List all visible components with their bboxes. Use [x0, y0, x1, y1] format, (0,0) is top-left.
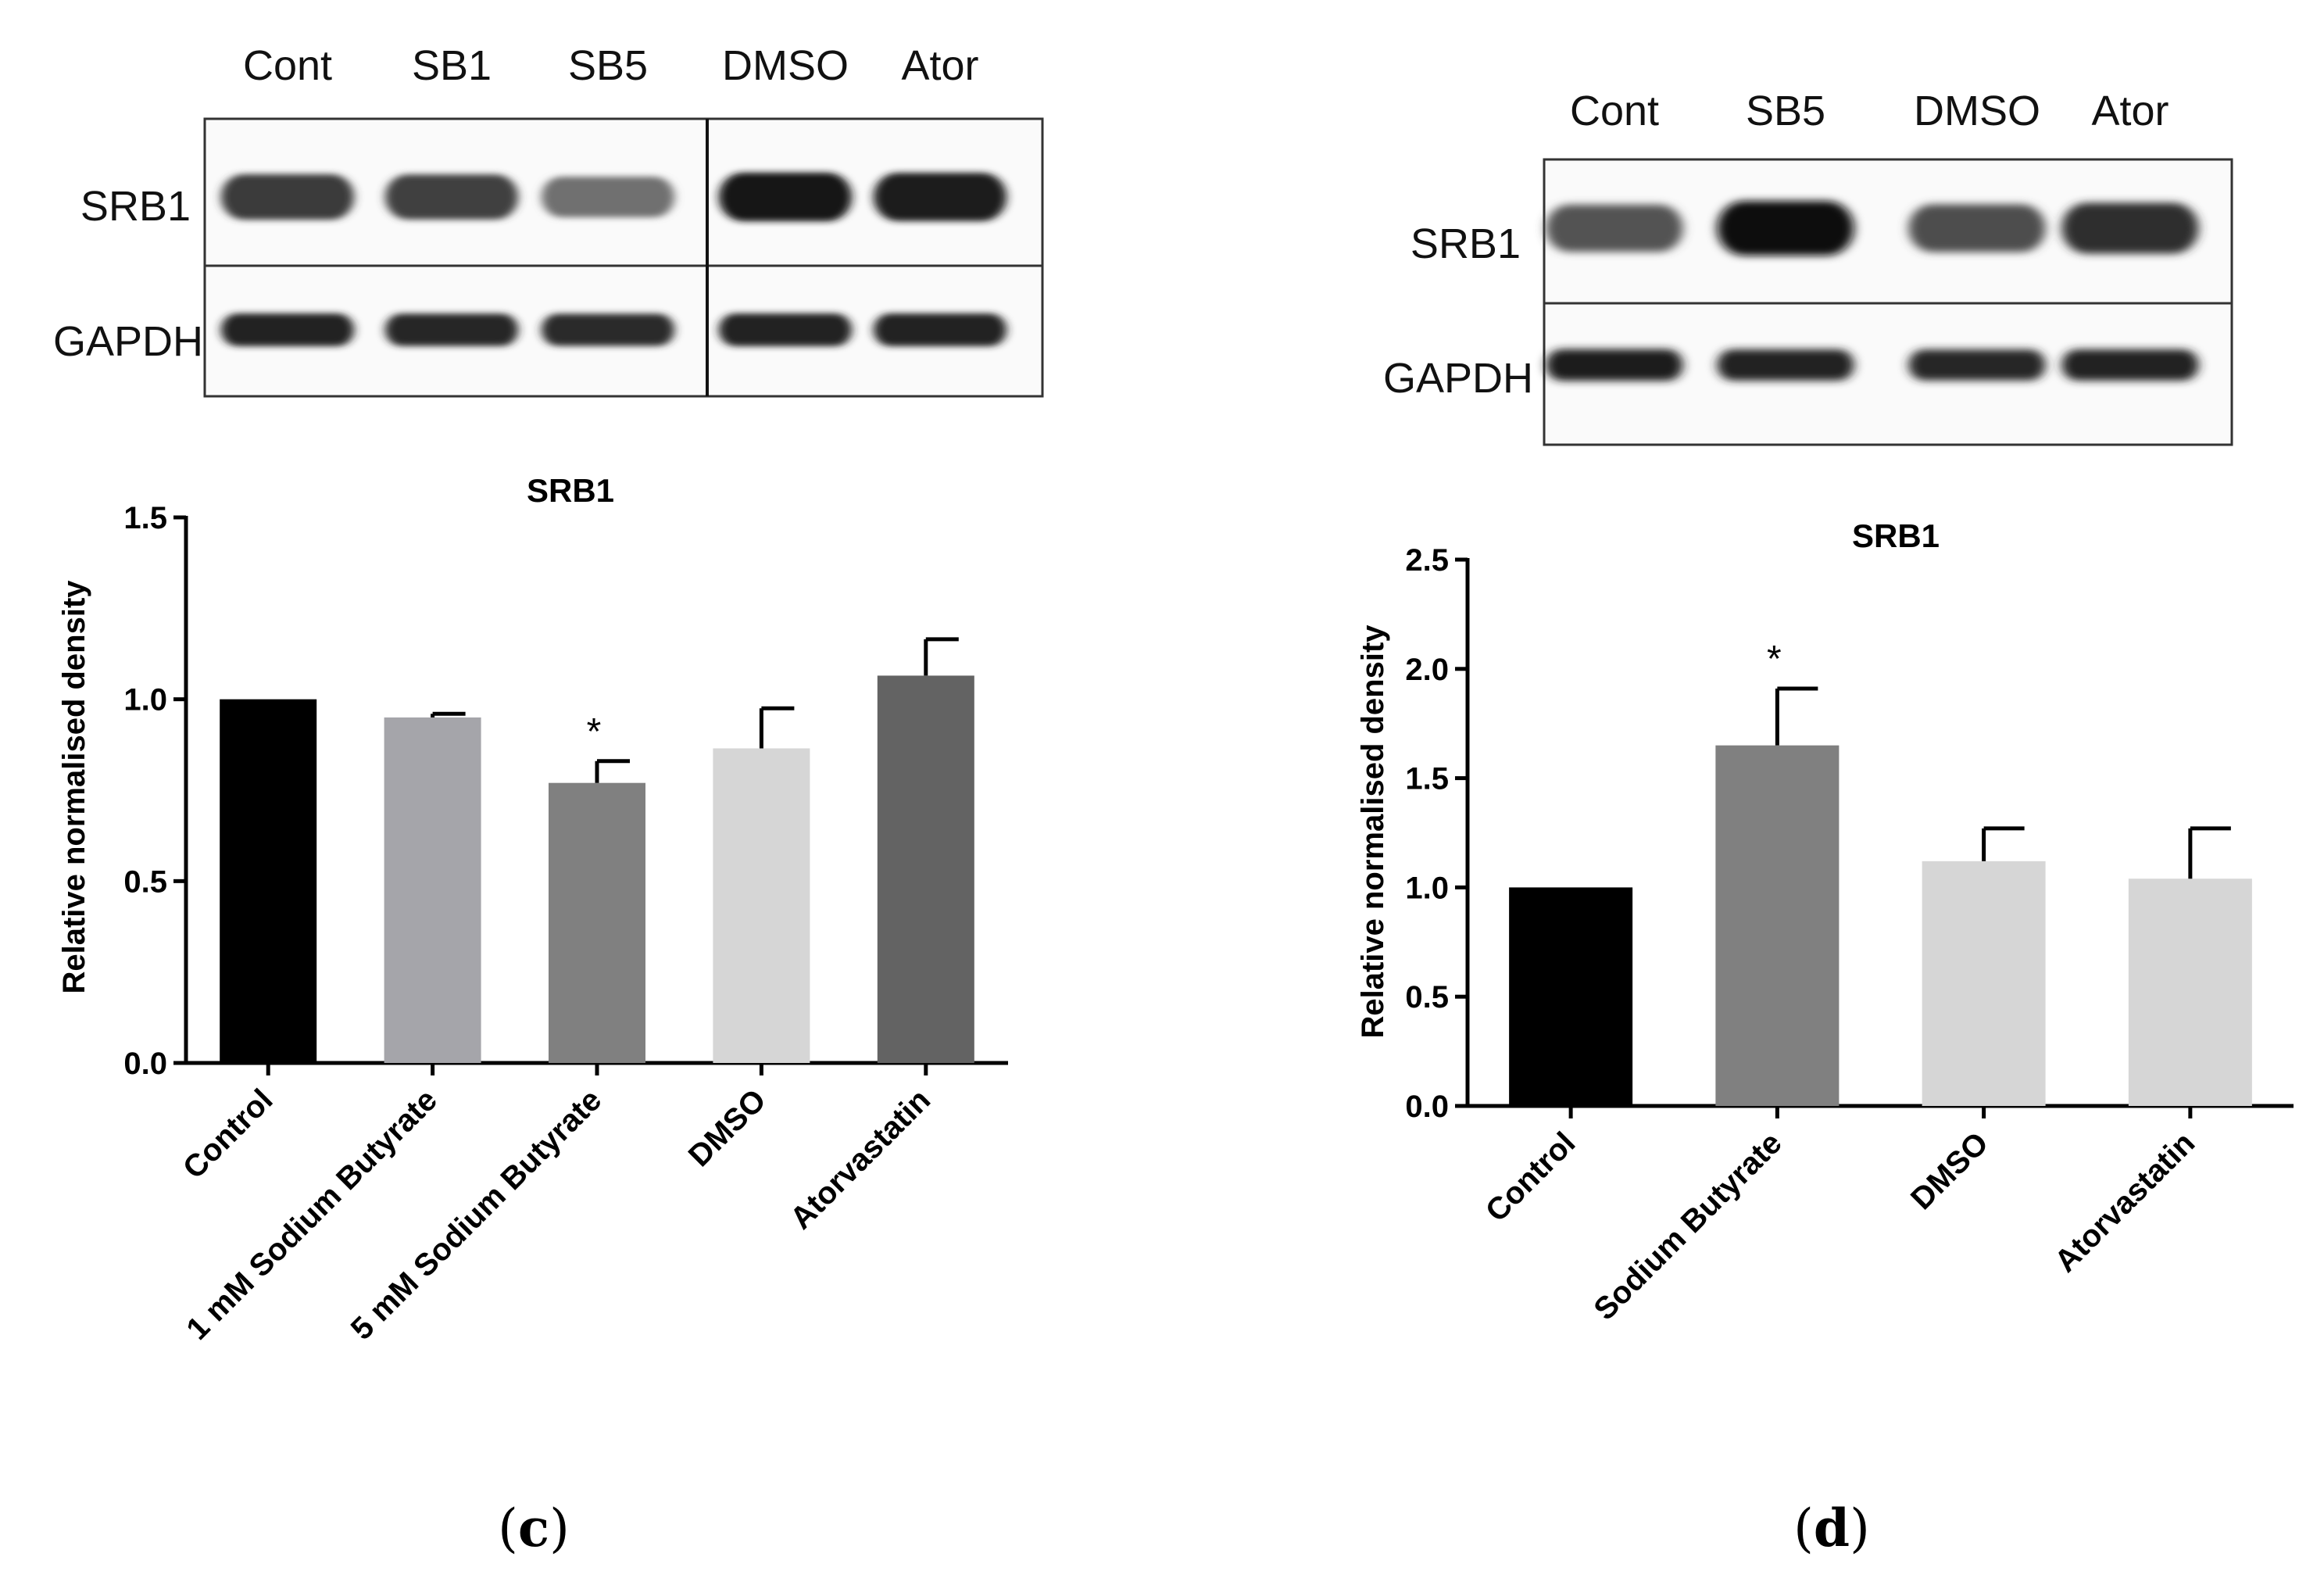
bar — [1509, 887, 1633, 1106]
chart-d-title: SRB1 — [1852, 517, 1940, 554]
significance-marker: * — [587, 711, 602, 753]
blot-c-lane-label: SB1 — [412, 42, 492, 89]
panel-d: Cont SB5 DMSO Ator SRB1 GAPDH SRB1 Relat… — [1356, 88, 2294, 1558]
significance-marker: * — [1767, 639, 1782, 680]
x-tick-label: DMSO — [682, 1083, 773, 1173]
blot-band-gapdh — [542, 313, 674, 346]
chart-d: SRB1 Relative normalised density 0.0 0.5 1… — [1356, 517, 2294, 1327]
bar — [877, 675, 974, 1063]
blot-band-gapdh — [719, 313, 852, 347]
blot-band-srb1 — [385, 174, 518, 220]
x-tick-label: Sodium Butyrate — [1587, 1125, 1788, 1326]
blot-band-gapdh — [385, 313, 518, 346]
chart-c-title: SRB1 — [527, 472, 614, 509]
y-tick-label: 2.5 — [1405, 543, 1449, 578]
bar — [220, 699, 317, 1063]
bar — [1715, 745, 1840, 1106]
panel-label-d: (d) — [1793, 1498, 1870, 1558]
chart-c: SRB1 Relative normalised density 0.0 0.5 1… — [57, 472, 1008, 1347]
blot-band-srb1 — [874, 173, 1006, 221]
y-tick-label: 0.0 — [1405, 1090, 1449, 1124]
blot-band-gapdh — [1908, 349, 2046, 381]
y-tick-label: 0.5 — [123, 864, 167, 899]
x-tick-label: Control — [1479, 1125, 1582, 1229]
blot-band-srb1 — [1908, 204, 2046, 252]
x-tick-label: Atorvastatin — [784, 1083, 937, 1236]
panel-c: Cont SB1 SB5 DMSO Ator SRB1 GAPDH SRB1 R… — [53, 42, 1044, 1558]
western-blot-c — [203, 117, 1044, 398]
blot-c-frame — [203, 117, 1044, 398]
blot-d-lane-label: Cont — [1570, 88, 1659, 134]
blot-c-lane-label: Ator — [901, 42, 978, 89]
blot-c-lane-label: DMSO — [722, 42, 849, 89]
blot-c-lane-label: SB5 — [568, 42, 648, 89]
western-blot-d — [1543, 158, 2233, 446]
chart-d-plot-area: 0.0 0.5 1.0 1.5 2.0 2.5 Control * Sodium Butyrat… — [1405, 543, 2294, 1327]
blot-c-bands — [221, 172, 1006, 347]
x-tick-label: DMSO — [1904, 1125, 1995, 1216]
blot-band-srb1 — [221, 174, 354, 220]
x-tick-label: Control — [177, 1083, 280, 1186]
y-tick-label: 1.0 — [123, 683, 167, 718]
y-tick-label: 0.5 — [1405, 980, 1449, 1015]
blot-band-gapdh — [1717, 349, 1854, 381]
blot-c-row-label-srb1: SRB1 — [80, 183, 191, 230]
chart-c-ylabel: Relative normalised density — [57, 580, 91, 994]
panel-label-c: (c) — [498, 1498, 570, 1558]
blot-d-row-label-gapdh: GAPDH — [1383, 355, 1533, 402]
y-tick-label: 1.5 — [123, 501, 167, 535]
blot-d-row-label-srb1: SRB1 — [1410, 220, 1521, 267]
y-tick-label: 1.0 — [1405, 871, 1449, 905]
blot-d-lane-labels: Cont SB5 DMSO Ator — [1570, 88, 2169, 134]
blot-d-lane-label: SB5 — [1746, 88, 1825, 134]
blot-c-lane-label: Cont — [243, 42, 332, 89]
blot-band-srb1 — [542, 177, 674, 217]
blot-c-row-labels: SRB1 GAPDH — [53, 183, 203, 365]
bar — [2128, 879, 2252, 1106]
blot-d-lane-label: DMSO — [1914, 88, 2040, 134]
blot-d-lane-label: Ator — [2091, 88, 2168, 134]
bar — [713, 748, 810, 1063]
blot-d-bands — [1546, 201, 2199, 381]
y-tick-label: 1.5 — [1405, 762, 1449, 796]
bar — [384, 717, 481, 1063]
blot-band-gapdh — [2061, 349, 2199, 381]
blot-band-gapdh — [221, 313, 354, 347]
blot-band-srb1 — [2061, 202, 2199, 254]
bar — [1922, 861, 2046, 1106]
blot-band-gapdh — [1546, 349, 1683, 381]
x-tick-label: Atorvastatin — [2048, 1125, 2201, 1279]
blot-band-srb1 — [1546, 204, 1683, 252]
y-tick-label: 2.0 — [1405, 653, 1449, 687]
blot-band-srb1 — [1717, 201, 1854, 256]
blot-c-row-label-gapdh: GAPDH — [53, 318, 203, 365]
y-tick-label: 0.0 — [123, 1047, 167, 1081]
blot-c-lane-labels: Cont SB1 SB5 DMSO Ator — [243, 42, 979, 89]
blot-d-row-labels: SRB1 GAPDH — [1383, 220, 1533, 402]
bar — [549, 782, 645, 1063]
blot-band-gapdh — [874, 313, 1006, 347]
blot-band-srb1 — [719, 172, 852, 222]
chart-d-ylabel: Relative normalised density — [1356, 624, 1390, 1039]
